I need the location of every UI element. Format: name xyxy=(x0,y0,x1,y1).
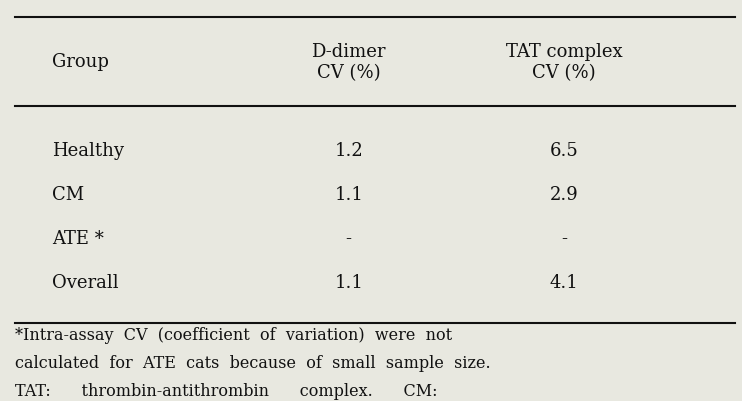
Text: *Intra-assay  CV  (coefficient  of  variation)  were  not: *Intra-assay CV (coefficient of variatio… xyxy=(15,326,452,343)
Text: -: - xyxy=(561,230,567,247)
Text: 4.1: 4.1 xyxy=(550,274,578,292)
Text: 1.2: 1.2 xyxy=(335,142,363,159)
Text: ATE *: ATE * xyxy=(52,230,104,247)
Text: -: - xyxy=(346,230,352,247)
Text: 1.1: 1.1 xyxy=(335,186,363,203)
Text: TAT:      thrombin-antithrombin      complex.      CM:: TAT: thrombin-antithrombin complex. CM: xyxy=(15,382,437,399)
Text: D-dimer
CV (%): D-dimer CV (%) xyxy=(312,43,386,81)
Text: CM: CM xyxy=(52,186,84,203)
Text: Group: Group xyxy=(52,53,109,71)
Text: Healthy: Healthy xyxy=(52,142,124,159)
Text: calculated  for  ATE  cats  because  of  small  sample  size.: calculated for ATE cats because of small… xyxy=(15,354,490,371)
Text: 2.9: 2.9 xyxy=(550,186,578,203)
Text: TAT complex
CV (%): TAT complex CV (%) xyxy=(505,43,623,81)
Text: 6.5: 6.5 xyxy=(550,142,578,159)
Text: 1.1: 1.1 xyxy=(335,274,363,292)
Text: Overall: Overall xyxy=(52,274,119,292)
